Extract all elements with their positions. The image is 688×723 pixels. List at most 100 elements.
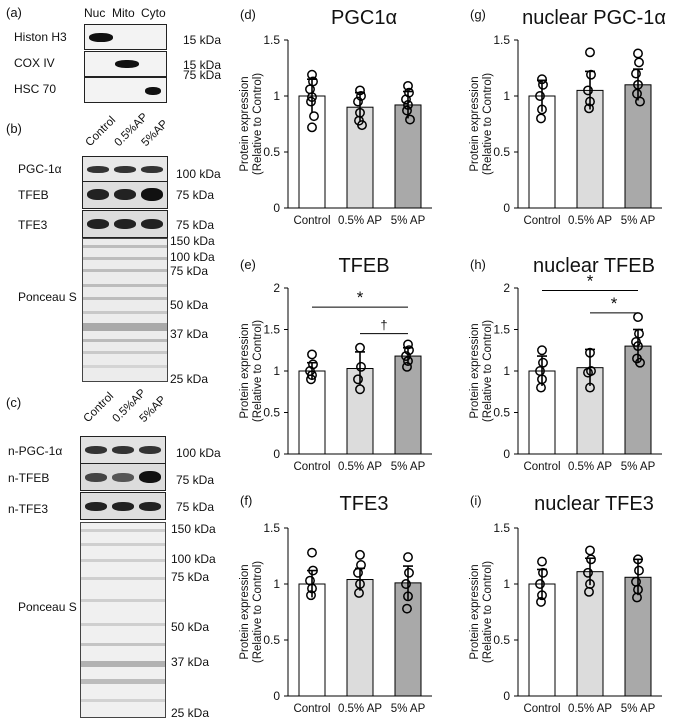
bar [624,576,652,697]
y-tick-label: 1.5 [493,521,510,535]
x-tick-label: 5% AP [391,461,426,473]
ponceau-band [83,269,167,272]
data-point [353,567,363,578]
band [85,502,107,511]
blot-b-tfeb [82,181,168,209]
bar [624,345,652,455]
data-point [536,113,546,124]
data-point [404,345,414,356]
y-tick-label: 0 [503,201,510,215]
y-tick-label: 2 [273,281,280,295]
y-tick-label: 1 [503,577,510,591]
x-tick-label: 0.5% AP [338,461,382,473]
bar [624,84,652,209]
blot-c-ponceau-marker: 25 kDa [171,706,210,720]
bar [394,582,422,697]
blot-c-marker-tfe3: 75 kDa [176,500,215,514]
chart-title: nuclear PGC-1α [522,7,666,29]
chart-nuclear-tfe3: nuclear TFE3 Protein expression(Relative … [469,493,662,715]
y-tick-label: 0.5 [263,145,280,159]
blot-a-marker-cox4: 15 kDa [183,58,222,72]
blot-c-tfeb [80,463,166,491]
data-point [402,603,412,614]
data-point [535,91,545,101]
y-tick-label: 1 [273,364,280,378]
data-point [633,341,643,352]
ponceau-band [83,365,167,368]
blot-b-ponceau [82,238,168,382]
data-point [631,68,641,79]
blot-c-row-label-tfe3: n-TFE3 [8,502,49,516]
blot-c-row-label-pgc1a: n-PGC-1α [8,444,63,458]
blot-b-marker-pgc1a: 100 kDa [176,167,221,181]
data-point [307,92,317,103]
data-point [403,552,413,563]
data-point [307,583,317,594]
blot-a-row-label-hsc70: HSC 70 [14,82,57,96]
significance-marker: * [587,271,594,290]
blot-c-marker-tfeb: 75 kDa [176,473,215,487]
chart-nuclear-pgc1a: nuclear PGC-1α Protein expression(Relativ… [469,7,666,227]
blot-c-pgc1a [80,436,166,464]
band [141,219,163,229]
y-tick-label: 1 [503,89,510,103]
data-point [403,591,413,602]
band [145,87,161,95]
blot-a-cox4 [84,51,167,77]
ponceau-band [81,643,165,646]
data-point [536,596,546,607]
y-axis-label: Protein expression(Relative to Control) [239,561,264,663]
data-point [404,567,414,578]
y-tick-label: 0 [273,689,280,703]
data-point [354,588,364,598]
x-tick-label: 5% AP [621,461,656,473]
data-point [634,565,644,576]
blot-c-ponceau-label: Ponceau S [18,600,77,614]
significance-marker: * [611,294,618,313]
band [114,219,136,229]
chart-tfeb: TFEB Protein expression(Relative to Contr… [239,255,432,473]
blot-a-marker-histone: 15 kDa [183,33,222,47]
band [85,446,107,454]
data-point [635,357,645,368]
panel-label-e: (e) [240,257,256,272]
data-point [353,374,363,385]
data-point [633,554,643,565]
y-axis-label: Protein expression(Relative to Control) [239,320,264,422]
blot-c-tfe3 [80,492,166,520]
data-point [633,48,643,59]
blot-c-ponceau-marker: 37 kDa [171,655,210,669]
data-point [535,579,545,589]
significance-marker: † [380,318,387,333]
data-point [585,382,595,393]
band [141,188,163,201]
data-point [355,85,365,96]
x-tick-label: Control [523,215,560,227]
data-point [403,100,413,110]
ponceau-band [83,311,167,314]
panel-label-g: (g) [470,7,486,22]
data-point [307,69,317,80]
ponceau-band [81,623,165,626]
band [115,60,139,68]
data-point [634,328,644,339]
x-tick-label: 5% AP [391,703,426,715]
data-point [583,567,593,578]
band [87,219,109,229]
data-point [585,545,595,556]
chart-title: nuclear TFE3 [534,493,654,515]
y-tick-label: 1 [273,577,280,591]
panel-label-b: (b) [6,121,22,136]
lane-label-cyto: Cyto [141,6,166,20]
bar [528,583,556,697]
x-tick-label: Control [293,215,330,227]
blot-b-ponceau-marker: 75 kDa [170,264,209,278]
data-point [633,312,643,323]
data-point [307,547,317,558]
y-tick-label: 0 [503,447,510,461]
data-point [355,342,365,353]
x-tick-label: 5% AP [621,703,656,715]
blot-c-ponceau-marker: 75 kDa [171,570,210,584]
data-point [585,347,595,358]
x-tick-label: Control [523,461,560,473]
